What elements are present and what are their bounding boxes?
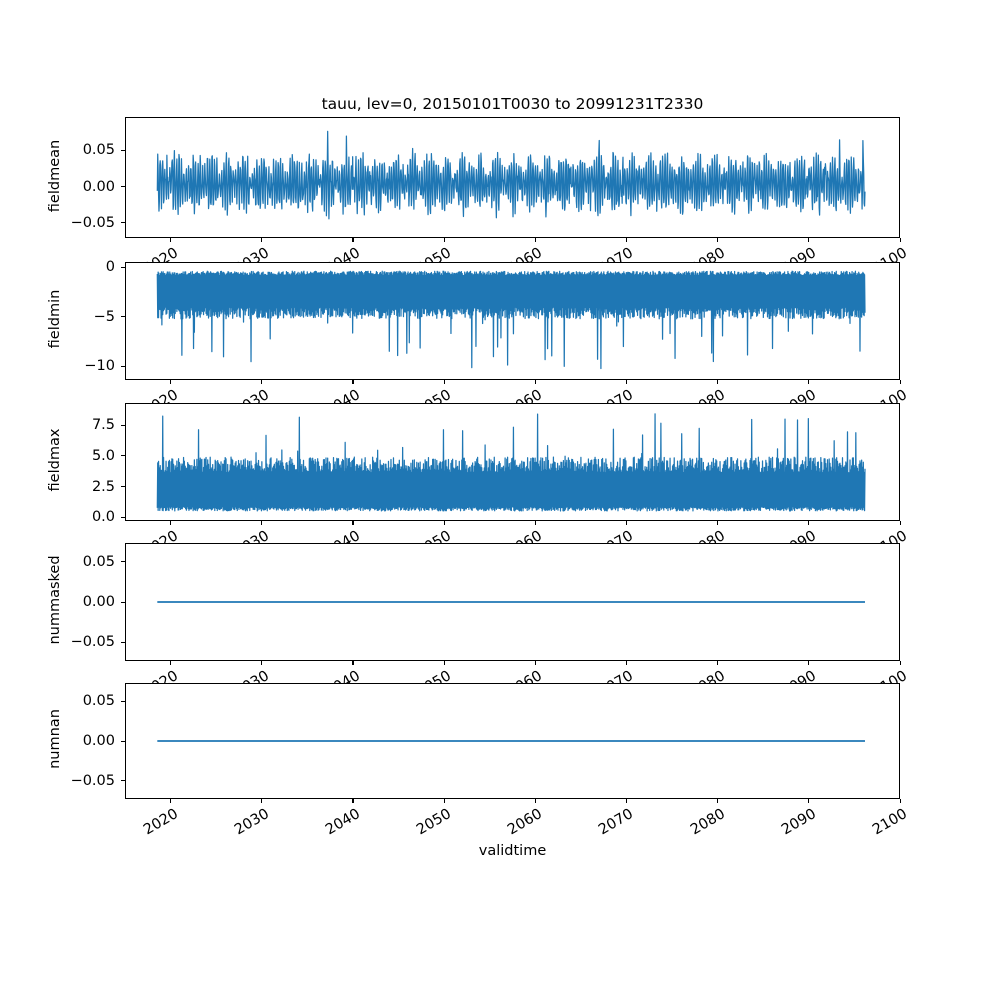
x-tick-label: 2020: [140, 806, 181, 839]
x-tick-mark: [261, 380, 263, 384]
x-tick-mark: [717, 238, 719, 242]
subplot-numnan: [125, 683, 900, 799]
y-tick-label: 5.0: [91, 447, 115, 464]
x-tick-mark: [443, 380, 445, 384]
x-tick-label: 2060: [505, 806, 546, 839]
subplot-fieldmin: [125, 262, 900, 380]
x-tick-mark: [808, 380, 810, 384]
x-tick-mark: [261, 521, 263, 525]
y-tick-label: 0.05: [82, 553, 115, 570]
x-tick-mark: [352, 521, 354, 525]
x-tick-mark: [170, 521, 172, 525]
y-tick-mark: [121, 316, 125, 318]
x-tick-mark: [717, 661, 719, 665]
subplot-fieldmax: [125, 403, 900, 521]
x-tick-mark: [443, 799, 445, 803]
y-tick-label: −0.05: [70, 634, 115, 651]
x-tick-mark: [534, 521, 536, 525]
x-tick-mark: [808, 521, 810, 525]
x-tick-label: 2050: [414, 806, 455, 839]
x-tick-label: 2040: [322, 806, 363, 839]
x-tick-mark: [625, 521, 628, 525]
y-tick-mark: [121, 455, 125, 457]
x-tick-mark: [170, 661, 172, 665]
x-tick-mark: [717, 521, 719, 525]
x-tick-mark: [534, 799, 536, 803]
x-tick-mark: [534, 380, 536, 384]
y-tick-label: −0.05: [70, 214, 115, 231]
x-tick-mark: [534, 661, 536, 665]
subplot-fieldmean: [125, 117, 900, 238]
y-tick-mark: [121, 780, 125, 782]
x-tick-mark: [443, 521, 445, 525]
x-tick-mark: [261, 661, 263, 665]
x-tick-mark: [352, 238, 354, 242]
y-tick-mark: [121, 186, 125, 188]
x-tick-label: 2070: [596, 806, 637, 839]
x-tick-mark: [899, 661, 901, 665]
x-tick-label: 2080: [687, 806, 728, 839]
x-tick-mark: [443, 238, 445, 242]
y-tick-mark: [121, 149, 125, 151]
x-tick-mark: [625, 799, 628, 803]
x-tick-mark: [899, 521, 901, 525]
figure-title: tauu, lev=0, 20150101T0030 to 20991231T2…: [321, 95, 704, 113]
x-tick-mark: [261, 238, 263, 242]
y-tick-label: −5: [93, 308, 115, 325]
series-fieldmean: [156, 130, 866, 220]
y-tick-label: 0.0: [91, 509, 115, 526]
x-tick-label: 2030: [231, 806, 272, 839]
y-tick-mark: [121, 561, 125, 563]
y-tick-mark: [121, 601, 125, 603]
x-tick-mark: [170, 380, 172, 384]
y-tick-mark: [121, 486, 125, 488]
x-tick-mark: [899, 238, 901, 242]
x-axis-label: validtime: [478, 843, 547, 859]
x-tick-mark: [170, 799, 172, 803]
y-tick-label: 7.5: [91, 417, 115, 434]
x-tick-mark: [717, 380, 719, 384]
y-tick-label: −0.05: [70, 772, 115, 789]
y-tick-label: 0.00: [82, 733, 115, 749]
x-tick-mark: [443, 661, 445, 665]
y-tick-label: −10: [84, 358, 115, 375]
x-tick-mark: [170, 238, 172, 242]
y-tick-mark: [121, 365, 125, 367]
x-tick-mark: [625, 661, 628, 665]
x-tick-label: 2090: [778, 806, 819, 839]
y-tick-mark: [121, 516, 125, 518]
y-tick-mark: [121, 424, 125, 426]
subplot-nummasked: [125, 543, 900, 661]
x-tick-mark: [352, 661, 354, 665]
x-tick-mark: [625, 238, 628, 242]
x-tick-mark: [352, 799, 354, 803]
y-tick-mark: [121, 641, 125, 643]
y-tick-label: 0: [105, 259, 115, 276]
x-tick-mark: [899, 799, 901, 803]
x-tick-mark: [625, 380, 628, 384]
x-tick-mark: [717, 799, 719, 803]
x-tick-mark: [808, 238, 810, 242]
x-tick-mark: [261, 799, 263, 803]
y-tick-mark: [121, 700, 125, 702]
y-tick-label: 0.05: [82, 142, 115, 159]
y-tick-label: 0.05: [82, 693, 115, 710]
x-tick-mark: [808, 799, 810, 803]
x-tick-mark: [899, 380, 901, 384]
x-tick-mark: [352, 380, 354, 384]
x-tick-mark: [808, 661, 810, 665]
x-tick-label: 2100: [870, 806, 910, 839]
x-tick-mark: [534, 238, 536, 242]
y-tick-label: 0.00: [82, 178, 115, 195]
y-tick-label: 0.00: [82, 594, 115, 610]
series-fieldmin: [156, 270, 866, 370]
y-tick-mark: [121, 222, 125, 224]
series-fieldmax: [156, 413, 866, 512]
y-tick-label: 2.5: [91, 478, 115, 495]
y-tick-mark: [121, 740, 125, 742]
y-tick-mark: [121, 266, 125, 269]
